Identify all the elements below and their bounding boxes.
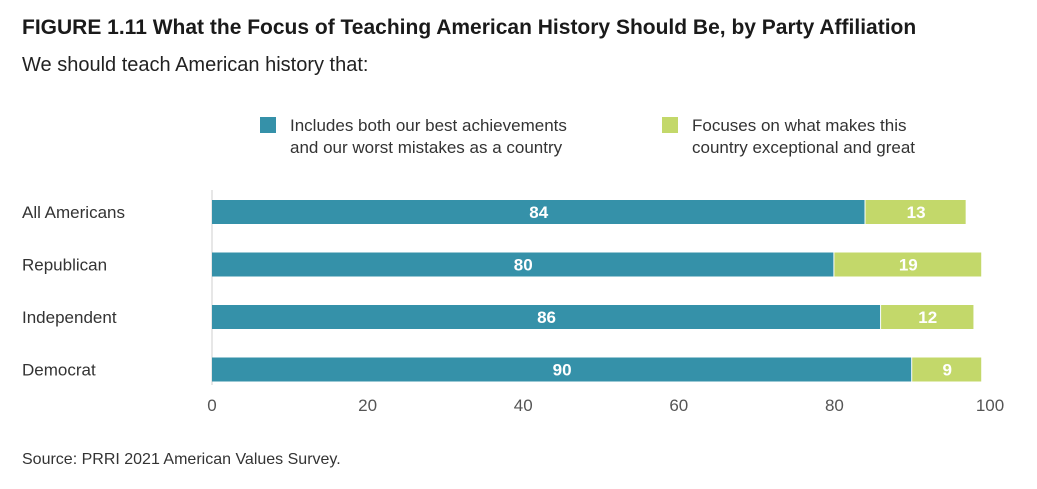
x-tick-label-20: 20 [358,396,377,415]
category-label-republican: Republican [22,256,107,275]
bar-republican-series-2 [834,252,982,277]
legend-swatch-exceptional [662,117,678,133]
source-note: Source: PRRI 2021 American Values Survey… [22,451,341,468]
bar-independent-series-1 [212,305,881,329]
category-label-all-americans: All Americans [22,203,125,222]
figure-title: FIGURE 1.11 What the Focus of Teaching A… [22,16,917,39]
x-tick-label-100: 100 [976,396,1004,415]
data-label-republican-series-2: 19 [899,256,918,275]
x-tick-label-40: 40 [514,396,533,415]
legend-item-exceptional: Focuses on what makes this country excep… [662,115,915,159]
bar-all-americans-series-1 [212,200,865,224]
data-label-independent-series-1: 86 [537,308,556,327]
data-label-democrat-series-1: 90 [553,361,572,380]
legend-label-both: Includes both our best achievements and … [290,116,567,157]
bar-republican-series-1 [212,252,834,277]
category-label-democrat: Democrat [22,361,96,380]
bar-independent-series-2 [881,305,974,329]
figure-subtitle: We should teach American history that: [22,54,369,76]
x-tick-label-0: 0 [207,396,216,415]
category-label-independent: Independent [22,308,117,327]
data-label-democrat-series-2: 9 [942,361,951,380]
data-label-independent-series-2: 12 [918,308,937,327]
data-label-all-americans-series-1: 84 [529,203,548,222]
data-label-all-americans-series-2: 13 [907,203,926,222]
bar-all-americans-series-2 [865,200,966,224]
data-label-republican-series-1: 80 [514,256,533,275]
x-tick-label-80: 80 [825,396,844,415]
legend-label-exceptional: Focuses on what makes this country excep… [692,116,916,157]
legend-item-both: Includes both our best achievements and … [260,115,567,159]
bar-democrat-series-1 [212,357,912,382]
x-tick-label-60: 60 [669,396,688,415]
stacked-bar-chart: All Americans 84 13 Republican 80 19 Independe… [22,190,1004,415]
bar-democrat-series-2 [912,357,982,382]
legend-swatch-both [260,117,276,133]
